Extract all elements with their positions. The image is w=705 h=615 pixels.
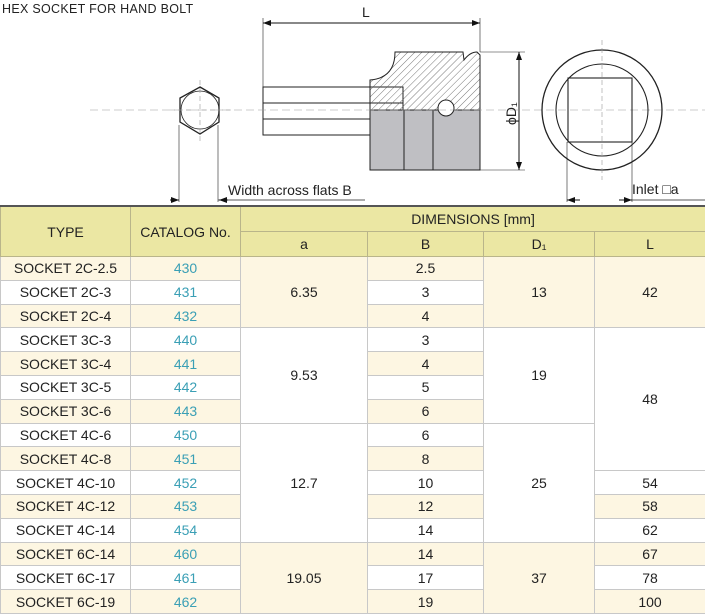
l-cell: 48 [593, 327, 705, 472]
table-row: SOCKET 4C-14 454 14 62 [0, 518, 705, 543]
b-cell: 6 [367, 423, 484, 448]
catalog-number-cell: 451 [130, 446, 241, 472]
dimension-label-inlet: Inlet □a [632, 181, 679, 197]
header-catalog: CATALOG No. [130, 205, 241, 257]
header-a: a [240, 231, 368, 257]
header-l: L [593, 231, 705, 257]
dimension-label-width-across-flats: Width across flats B [228, 182, 352, 198]
catalog-number-cell: 450 [130, 423, 241, 448]
a-cell: 19.05 [240, 542, 368, 614]
type-cell: SOCKET 3C-6 [0, 399, 131, 424]
catalog-number-cell: 460 [130, 542, 241, 567]
b-cell: 3 [367, 327, 484, 353]
type-cell: SOCKET 6C-19 [0, 589, 131, 614]
type-cell: SOCKET 6C-14 [0, 542, 131, 567]
d1-cell: 37 [483, 542, 595, 614]
b-cell: 8 [367, 446, 484, 472]
catalog-number-cell: 431 [130, 280, 241, 305]
header-dimensions: DIMENSIONS [mm] [239, 205, 705, 232]
table-row: SOCKET 4C-6 450 12.7 6 25 [0, 423, 705, 543]
type-cell: SOCKET 4C-12 [0, 494, 131, 519]
l-cell: 54 [593, 470, 705, 495]
b-cell: 10 [367, 470, 484, 495]
d1-cell: 25 [483, 423, 595, 543]
b-cell: 14 [367, 518, 484, 543]
type-cell: SOCKET 3C-3 [0, 327, 131, 353]
b-cell: 4 [367, 304, 484, 329]
table-body: SOCKET 2C-2.5 430 6.35 2.5 13 42 SOCKET 2C-3 43… [0, 256, 705, 614]
type-cell: SOCKET 3C-4 [0, 351, 131, 376]
b-cell: 19 [367, 589, 484, 614]
dimension-label-d1: ϕD₁ [503, 102, 519, 125]
type-cell: SOCKET 4C-14 [0, 518, 131, 543]
specifications-table: TYPE CATALOG No. DIMENSIONS [mm] a B D₁ … [0, 205, 705, 614]
socket-side-view [262, 51, 481, 171]
a-cell: 6.35 [240, 256, 368, 329]
d1-cell: 19 [483, 327, 595, 424]
type-cell: SOCKET 4C-8 [0, 446, 131, 472]
type-cell: SOCKET 4C-6 [0, 423, 131, 448]
b-cell: 6 [367, 399, 484, 424]
table-row: SOCKET 3C-3 440 9.53 3 19 48 [0, 327, 705, 472]
type-cell: SOCKET 4C-10 [0, 470, 131, 495]
table-row: SOCKET 2C-2.5 430 6.35 2.5 13 42 [0, 256, 705, 329]
b-cell: 5 [367, 375, 484, 400]
socket-front-view [541, 40, 705, 202]
d1-cell: 13 [483, 256, 595, 329]
l-cell: 42 [593, 256, 705, 329]
catalog-number-cell: 432 [130, 304, 241, 329]
b-cell: 17 [367, 565, 484, 591]
catalog-number-cell: 440 [130, 327, 241, 353]
b-cell: 14 [367, 542, 484, 567]
catalog-number-cell: 442 [130, 375, 241, 400]
b-cell: 12 [367, 494, 484, 519]
header-d1: D₁ [483, 231, 595, 257]
catalog-number-cell: 454 [130, 518, 241, 543]
b-cell: 2.5 [367, 256, 484, 281]
table-row: SOCKET 4C-10 452 10 54 [0, 470, 705, 495]
header-type: TYPE [0, 205, 131, 257]
hex-socket-diagram: L ϕD₁ Width across flats B Inlet □a [90, 4, 705, 203]
catalog-number-cell: 441 [130, 351, 241, 376]
table-row: SOCKET 2C-3 431 3 [0, 280, 705, 305]
type-cell: SOCKET 2C-4 [0, 304, 131, 329]
table-row: SOCKET 6C-17 461 17 78 [0, 565, 705, 591]
type-cell: SOCKET 3C-5 [0, 375, 131, 400]
l-cell: 100 [593, 589, 705, 614]
catalog-number-cell: 461 [130, 565, 241, 591]
table-row: SOCKET 3C-5 442 5 [0, 375, 705, 400]
l-cell: 62 [593, 518, 705, 543]
catalog-number-cell: 453 [130, 494, 241, 519]
header-b: B [367, 231, 484, 257]
a-cell: 9.53 [240, 327, 368, 424]
type-cell: SOCKET 2C-3 [0, 280, 131, 305]
dimension-label-L: L [362, 4, 370, 20]
catalog-number-cell: 443 [130, 399, 241, 424]
type-cell: SOCKET 6C-17 [0, 565, 131, 591]
type-cell: SOCKET 2C-2.5 [0, 256, 131, 281]
table-row: SOCKET 6C-14 460 19.05 14 37 67 [0, 542, 705, 614]
catalog-number-cell: 462 [130, 589, 241, 614]
l-cell: 78 [593, 565, 705, 591]
catalog-number-cell: 430 [130, 256, 241, 281]
l-cell: 67 [593, 542, 705, 567]
a-cell: 12.7 [240, 423, 368, 543]
page-title: HEX SOCKET FOR HAND BOLT [2, 2, 194, 16]
b-cell: 4 [367, 351, 484, 376]
b-cell: 3 [367, 280, 484, 305]
catalog-number-cell: 452 [130, 470, 241, 495]
l-cell: 58 [593, 494, 705, 519]
